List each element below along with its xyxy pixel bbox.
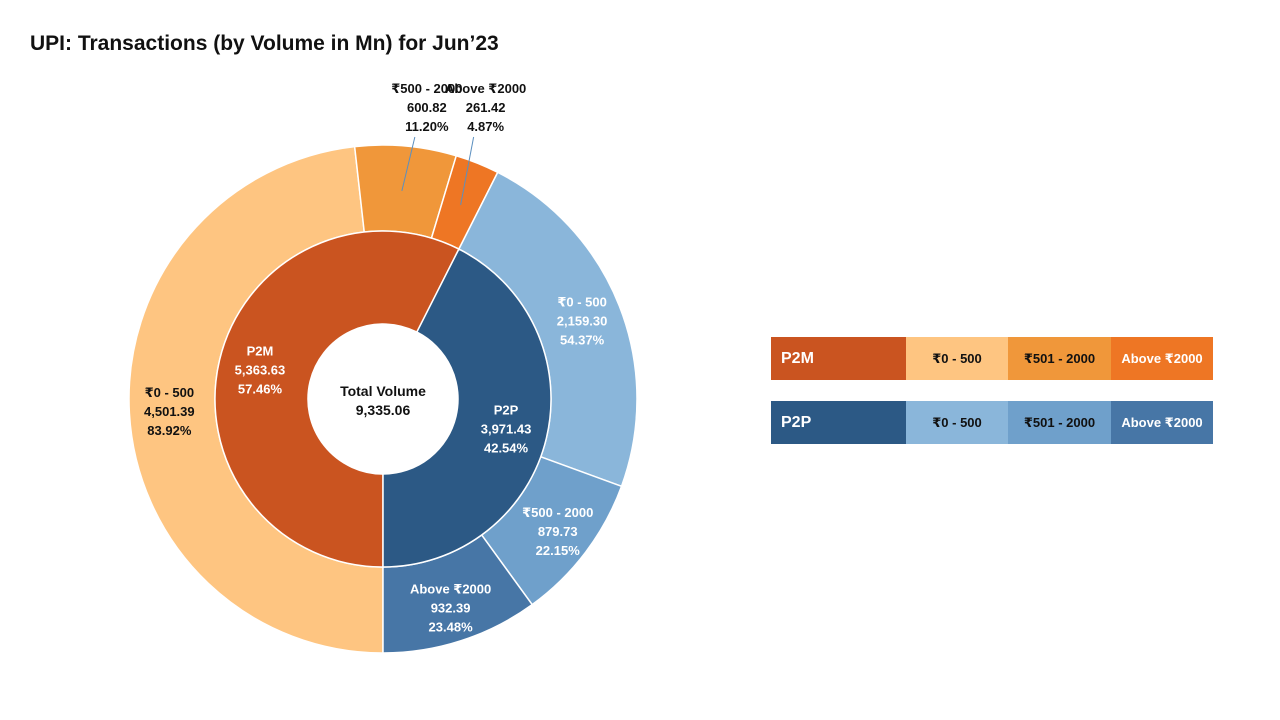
legend-p2m-501-2000: ₹501 - 2000 bbox=[1008, 337, 1111, 380]
leader-line-p2m-500-2000 bbox=[401, 136, 416, 191]
outer-label-p2p-0-500: ₹0 - 500 2,159.30 54.37% bbox=[557, 295, 608, 348]
outer-label-p2p-500-2000: ₹500 - 2000 879.73 22.15% bbox=[522, 505, 593, 558]
data-labels: P2M 5,363.63 57.46% P2P 3,971.43 42.54% ₹0 - 5… bbox=[144, 81, 607, 634]
outer-label-p2m-above-2000: Above ₹2000 261.42 4.87% bbox=[445, 81, 526, 134]
outer-label-p2m-500-2000: ₹500 - 2000 600.82 11.20% bbox=[391, 81, 462, 134]
legend-p2m: P2M ₹0 - 500 ₹501 - 2000 Above ₹2000 bbox=[771, 337, 1213, 380]
legend-p2p-501-2000: ₹501 - 2000 bbox=[1008, 401, 1111, 444]
center-value: 9,335.06 bbox=[356, 402, 411, 418]
legend-p2p-0-500: ₹0 - 500 bbox=[906, 401, 1008, 444]
legend-p2p: P2P ₹0 - 500 ₹501 - 2000 Above ₹2000 bbox=[771, 401, 1213, 444]
legend-p2m-head: P2M bbox=[771, 337, 906, 380]
legend-p2p-above-2000: Above ₹2000 bbox=[1111, 401, 1213, 444]
legend-p2p-head: P2P bbox=[771, 401, 906, 444]
leader-line-p2m-above-2000 bbox=[460, 136, 475, 206]
outer-label-p2m-0-500: ₹0 - 500 4,501.39 83.92% bbox=[144, 385, 195, 438]
inner-label-p2p: P2P 3,971.43 42.54% bbox=[481, 402, 532, 455]
legend-p2m-0-500: ₹0 - 500 bbox=[906, 337, 1008, 380]
legend-p2m-above-2000: Above ₹2000 bbox=[1111, 337, 1213, 380]
inner-label-p2m: P2M 5,363.63 57.46% bbox=[235, 344, 286, 397]
center-label: Total Volume bbox=[340, 383, 426, 399]
outer-label-p2p-above-2000: Above ₹2000 932.39 23.48% bbox=[410, 581, 491, 634]
outer-ring bbox=[128, 144, 638, 654]
center-hole bbox=[308, 324, 458, 474]
chart-title: UPI: Transactions (by Volume in Mn) for … bbox=[30, 32, 499, 55]
